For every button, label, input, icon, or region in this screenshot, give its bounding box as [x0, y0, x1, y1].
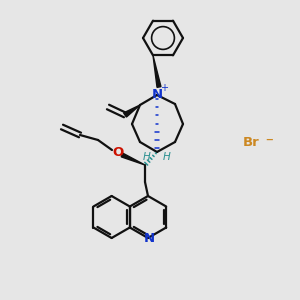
- Text: –: –: [265, 131, 273, 146]
- Polygon shape: [124, 105, 140, 117]
- Text: O: O: [112, 146, 124, 158]
- Text: H: H: [143, 152, 151, 162]
- Text: N: N: [152, 88, 163, 101]
- Text: Br: Br: [243, 136, 260, 148]
- Text: +: +: [160, 83, 168, 93]
- Text: H: H: [163, 152, 171, 162]
- Polygon shape: [121, 153, 145, 165]
- Text: N: N: [143, 232, 155, 245]
- Polygon shape: [153, 55, 161, 87]
